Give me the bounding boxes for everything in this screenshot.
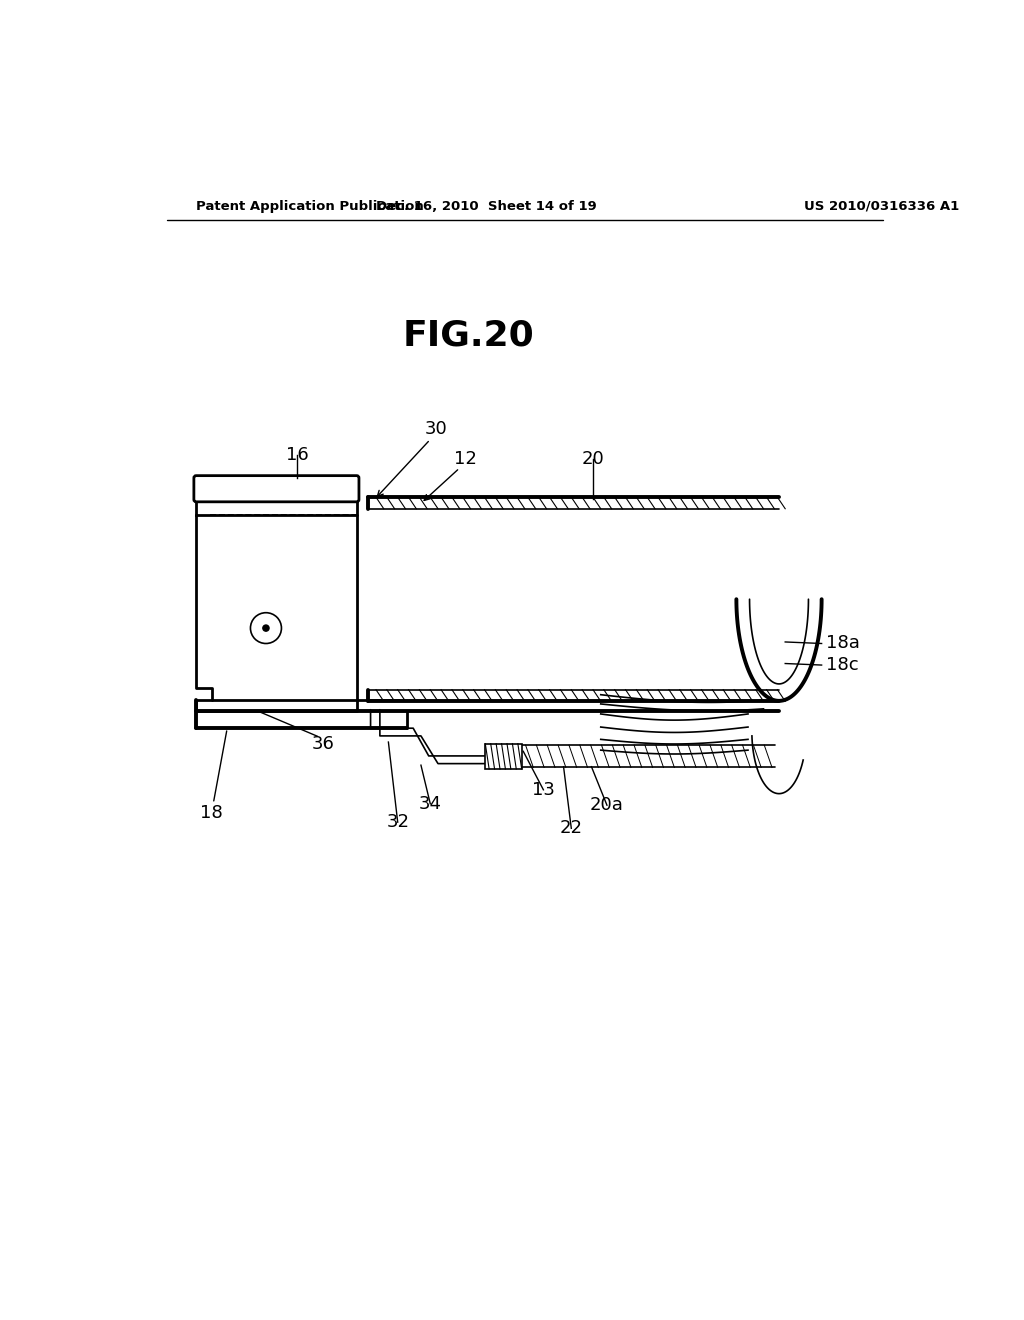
Text: 13: 13 — [531, 781, 555, 799]
Text: Patent Application Publication: Patent Application Publication — [197, 199, 424, 213]
Text: US 2010/0316336 A1: US 2010/0316336 A1 — [804, 199, 959, 213]
Text: 36: 36 — [312, 735, 335, 752]
Text: Dec. 16, 2010  Sheet 14 of 19: Dec. 16, 2010 Sheet 14 of 19 — [376, 199, 596, 213]
Text: FIG.20: FIG.20 — [403, 318, 535, 352]
Bar — [485, 743, 521, 770]
Text: 16: 16 — [286, 446, 308, 463]
Text: 18: 18 — [201, 804, 223, 822]
Text: 30: 30 — [425, 421, 447, 438]
Text: 34: 34 — [419, 795, 441, 813]
Text: 20a: 20a — [590, 796, 624, 814]
FancyBboxPatch shape — [194, 475, 359, 502]
Text: 18c: 18c — [825, 656, 858, 675]
Text: 12: 12 — [454, 450, 476, 467]
Text: 32: 32 — [386, 813, 410, 832]
Text: 22: 22 — [560, 820, 583, 837]
Circle shape — [263, 626, 269, 631]
Text: 18a: 18a — [825, 635, 859, 652]
Text: 20: 20 — [582, 450, 604, 467]
